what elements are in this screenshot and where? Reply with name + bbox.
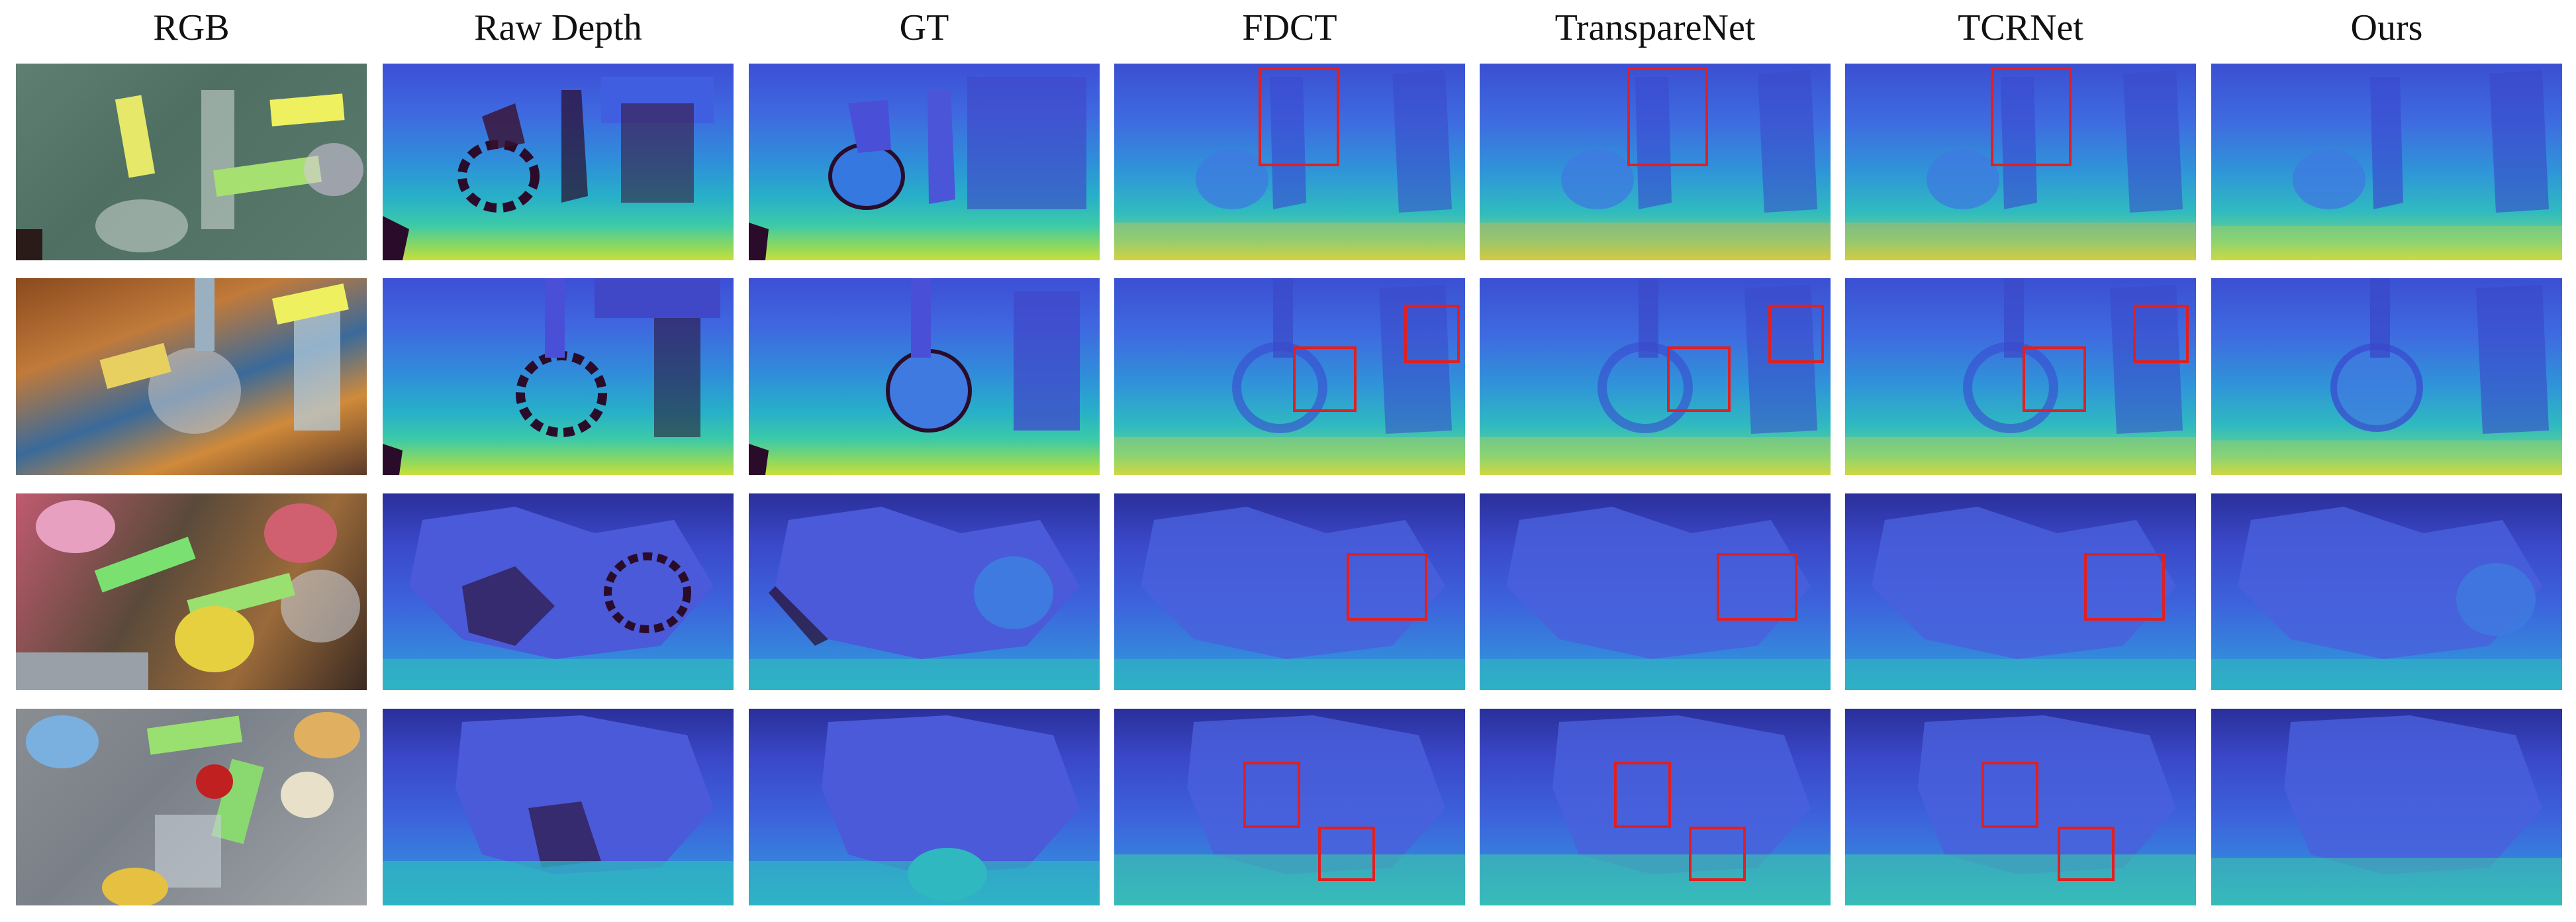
column-header-transparenet: TranspareNet xyxy=(1554,7,1756,48)
highlight-box xyxy=(1768,305,1824,363)
highlight-box xyxy=(1259,68,1339,166)
highlight-box xyxy=(1717,553,1797,621)
fdct-depth-row-3 xyxy=(1114,493,1465,690)
transparenet-depth-row-1 xyxy=(1480,64,1831,260)
raw-depth-row-1 xyxy=(383,64,734,260)
rgb-image-row-2 xyxy=(16,278,367,475)
tcrnet-depth-row-2 xyxy=(1845,278,2196,475)
gt-depth-row-3 xyxy=(749,493,1100,690)
gt-depth-row-1 xyxy=(749,64,1100,260)
column-header-rgb: RGB xyxy=(153,7,230,48)
tcrnet-depth-row-4 xyxy=(1845,709,2196,905)
transparenet-depth-row-4 xyxy=(1480,709,1831,905)
rgb-image-row-4 xyxy=(16,709,367,905)
highlight-box xyxy=(1689,827,1746,881)
gt-depth-row-4 xyxy=(749,709,1100,905)
rgb-image-row-1 xyxy=(16,64,367,260)
transparenet-depth-row-3 xyxy=(1480,493,1831,690)
column-header-ours: Ours xyxy=(2350,7,2423,48)
rgb-image-row-3 xyxy=(16,493,367,690)
ours-depth-row-1 xyxy=(2211,64,2562,260)
transparenet-depth-row-2 xyxy=(1480,278,1831,475)
highlight-box xyxy=(1293,346,1357,412)
highlight-box xyxy=(1981,762,2038,828)
raw-depth-row-2 xyxy=(383,278,734,475)
column-header-gt: GT xyxy=(899,7,949,48)
ours-depth-row-2 xyxy=(2211,278,2562,475)
highlight-box xyxy=(1614,762,1671,828)
column-header-tcrnet: TCRNet xyxy=(1958,7,2083,48)
tcrnet-depth-row-1 xyxy=(1845,64,2196,260)
raw-depth-row-4 xyxy=(383,709,734,905)
highlight-box xyxy=(2084,553,2165,621)
fdct-depth-row-2 xyxy=(1114,278,1465,475)
raw-depth-row-3 xyxy=(383,493,734,690)
fdct-depth-row-1 xyxy=(1114,64,1465,260)
highlight-box xyxy=(2023,346,2086,412)
highlight-box xyxy=(1667,346,1731,412)
highlight-box xyxy=(1347,553,1427,621)
highlight-box xyxy=(1318,827,1375,881)
column-header-raw-depth: Raw Depth xyxy=(474,7,642,48)
highlight-box xyxy=(1991,68,2072,166)
highlight-box xyxy=(2133,305,2189,363)
tcrnet-depth-row-3 xyxy=(1845,493,2196,690)
gt-depth-row-2 xyxy=(749,278,1100,475)
ours-depth-row-3 xyxy=(2211,493,2562,690)
ours-depth-row-4 xyxy=(2211,709,2562,905)
highlight-box xyxy=(2058,827,2115,881)
highlight-box xyxy=(1404,305,1460,363)
column-header-fdct: FDCT xyxy=(1242,7,1337,48)
highlight-box xyxy=(1243,762,1300,828)
highlight-box xyxy=(1627,68,1708,166)
fdct-depth-row-4 xyxy=(1114,709,1465,905)
